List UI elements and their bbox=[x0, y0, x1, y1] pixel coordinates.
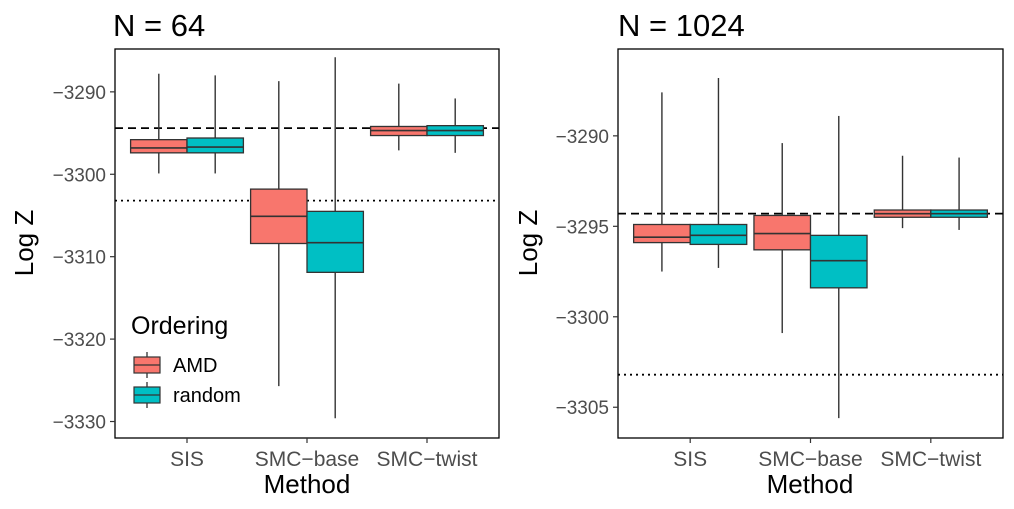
box-random-0 bbox=[689, 77, 748, 268]
reference-lines bbox=[618, 212, 1003, 376]
box-body bbox=[632, 223, 691, 244]
box-amd-1 bbox=[249, 81, 308, 387]
box-amd-0 bbox=[129, 73, 188, 174]
legend-key-random bbox=[133, 382, 161, 408]
x-axis-label: Method bbox=[264, 469, 351, 499]
boxes bbox=[632, 77, 989, 419]
panel-title: N = 1024 bbox=[618, 8, 745, 43]
x-axis-ticks: SIS SMC−base SMC−twist bbox=[170, 438, 478, 471]
legend-label-random: random bbox=[173, 385, 241, 407]
y-tick-label: −3330 bbox=[53, 413, 106, 434]
y-tick-label: −3295 bbox=[556, 217, 609, 238]
y-tick-label: −3300 bbox=[556, 308, 609, 329]
x-tick-label: SMC−base bbox=[255, 448, 359, 471]
x-tick-label: SIS bbox=[673, 448, 707, 471]
box-random-2 bbox=[930, 157, 989, 230]
y-axis-label: Log Z bbox=[513, 210, 543, 277]
x-tick-label: SIS bbox=[170, 448, 204, 471]
x-axis-ticks: SIS SMC−base SMC−twist bbox=[673, 438, 981, 471]
boxes bbox=[129, 57, 485, 419]
legend-label-amd: AMD bbox=[173, 355, 217, 377]
box-body bbox=[186, 137, 245, 154]
box-body bbox=[753, 214, 812, 251]
y-tick-label: −3290 bbox=[556, 127, 609, 148]
y-axis-ticks: −3290 −3295 −3300 −3305 bbox=[556, 127, 618, 419]
y-tick-label: −3305 bbox=[556, 398, 609, 419]
x-tick-label: SMC−base bbox=[758, 448, 862, 471]
y-axis-label: Log Z bbox=[9, 210, 39, 277]
y-tick-label: −3310 bbox=[53, 248, 106, 269]
x-tick-label: SMC−twist bbox=[880, 448, 981, 471]
y-tick-label: −3290 bbox=[53, 83, 106, 104]
box-amd-1 bbox=[753, 143, 812, 334]
x-tick-label: SMC−twist bbox=[377, 448, 478, 471]
panel-n64: N = 64 −3290 −3300 −3310 −3320 −3330 SIS SMC−… bbox=[9, 8, 500, 499]
legend-key-amd bbox=[133, 352, 161, 378]
panel-title: N = 64 bbox=[113, 8, 205, 43]
y-axis-ticks: −3290 −3300 −3310 −3320 −3330 bbox=[53, 83, 115, 434]
box-random-2 bbox=[426, 98, 485, 153]
y-tick-label: −3300 bbox=[53, 165, 106, 186]
box-body bbox=[306, 210, 365, 273]
box-body bbox=[689, 223, 748, 246]
y-tick-label: −3320 bbox=[53, 330, 106, 351]
box-random-1 bbox=[306, 57, 365, 419]
panel-n1024: N = 1024 −3290 −3295 −3300 −3305 SIS SMC−bas… bbox=[513, 8, 1004, 499]
x-axis-label: Method bbox=[767, 469, 854, 499]
box-random-0 bbox=[186, 75, 245, 174]
box-body bbox=[809, 234, 868, 289]
box-random-1 bbox=[809, 115, 868, 419]
box-body bbox=[129, 139, 188, 154]
legend-title: Ordering bbox=[131, 312, 228, 340]
legend: Ordering AMD random bbox=[131, 312, 241, 408]
